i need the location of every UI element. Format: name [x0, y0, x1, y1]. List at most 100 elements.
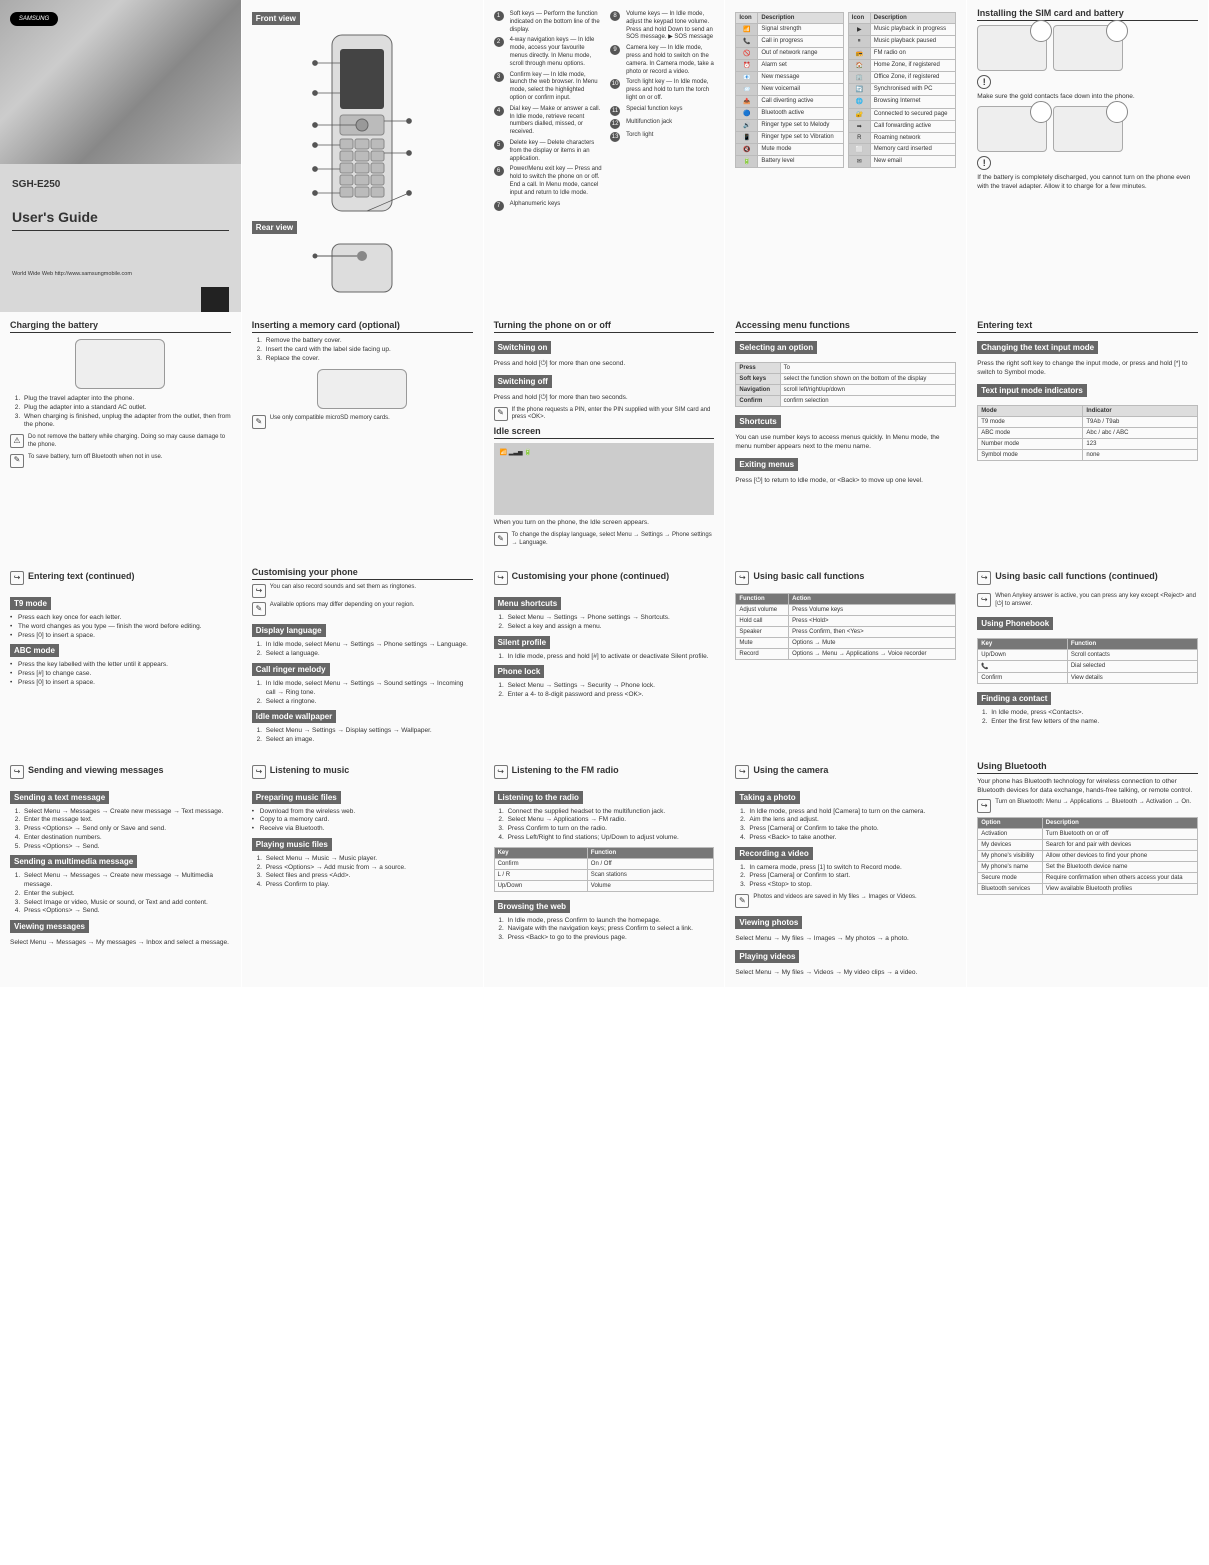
table-header: Key: [494, 847, 587, 858]
tip-icon: ↪: [977, 799, 991, 813]
table-row: Navigationscroll left/right/up/down: [736, 385, 956, 396]
table-cell: Alarm set: [758, 60, 843, 72]
status-icon-cell: ✉: [848, 155, 870, 167]
list-item: In Idle mode, press Confirm to launch th…: [506, 917, 715, 926]
hero-bottom: SGH-E250 User's Guide World Wide Web htt…: [0, 164, 242, 312]
layout-front-cell: Front view Rear view: [242, 0, 484, 312]
list-item: Press <Options> → Send.: [22, 843, 231, 852]
note-icon: ✎: [735, 894, 749, 908]
abc-list: Press the key labelled with the letter u…: [10, 661, 231, 687]
hero-cell: SAMSUNG: [0, 0, 242, 164]
brand-logo: SAMSUNG: [10, 12, 58, 26]
callout-num: 3: [494, 72, 504, 82]
lang-steps: In Idle mode, select Menu → Settings → P…: [252, 641, 473, 659]
list-item: Press <Back> to go to the previous page.: [506, 934, 715, 943]
calls-cont-title: Using basic call functions (continued): [995, 571, 1158, 585]
list-item: Select Menu → Music → Music player.: [264, 855, 473, 864]
lock-h: Phone lock: [494, 665, 545, 678]
customise-cont-title: Customising your phone (continued): [512, 571, 670, 585]
list-item: Select Menu → Settings → Security → Phon…: [506, 682, 715, 691]
list-item: Press each key once for each letter.: [10, 614, 231, 623]
list-item: Plug the travel adapter into the phone.: [22, 395, 231, 404]
list-item: In Idle mode, select Menu → Settings → P…: [264, 641, 473, 650]
status-icon-cell: ➡: [848, 120, 870, 132]
play-video-t: Select Menu → My files → Videos → My vid…: [735, 969, 956, 978]
text-entry-title: Entering text: [977, 320, 1198, 333]
table-row: MuteOptions → Mute: [736, 638, 956, 649]
callout-num: 9: [610, 45, 620, 55]
list-item: Aim the lens and adjust.: [747, 816, 956, 825]
table-cell: View available Bluetooth profiles: [1042, 884, 1197, 895]
table-row: ⏸Music playback paused: [848, 36, 955, 48]
switch-on-t: Press and hold [⏻] for more than one sec…: [494, 360, 715, 369]
table-row: ▶Music playback in progress: [848, 24, 955, 36]
list-item: Enter destination numbers.: [22, 834, 231, 843]
callout-num: 11: [610, 106, 620, 116]
table-header: Description: [758, 13, 843, 24]
callout-text: Multifunction jack: [626, 119, 672, 129]
table-cell: Call forwarding active: [870, 120, 955, 132]
table-cell: Office Zone, if registered: [870, 72, 955, 84]
table-row: 📻FM radio on: [848, 48, 955, 60]
list-item: Select Image or video, Music or sound, o…: [22, 899, 231, 908]
power-cell: Turning the phone on or off Switching on…: [484, 312, 726, 559]
tip-icon: ↪: [252, 584, 266, 598]
status-icon-cell: 🔇: [736, 144, 758, 156]
calls-title: Using basic call functions: [753, 571, 864, 585]
table-row: ActivationTurn Bluetooth on or off: [978, 829, 1198, 840]
table-cell: scroll left/right/up/down: [780, 385, 956, 396]
view-msg-t: Select Menu → Messages → My messages → I…: [10, 939, 231, 948]
table-row: 🏠Home Zone, if registered: [848, 60, 955, 72]
silent-h: Silent profile: [494, 636, 550, 649]
table-cell: L / R: [494, 869, 587, 880]
callout: 13Torch light: [610, 132, 714, 142]
callout-text: Power/Menu exit key — Press and hold to …: [510, 166, 603, 197]
callout-num: 4: [494, 106, 504, 116]
messages-title: Sending and viewing messages: [28, 765, 164, 779]
prep-music-list: Download from the wireless web.Copy to a…: [252, 808, 473, 834]
table-row: ➡Call forwarding active: [848, 120, 955, 132]
list-item: In Idle mode, press and hold [#] to acti…: [506, 653, 715, 662]
table-row: ConfirmOn / Off: [494, 858, 714, 869]
table-row: 📳Ringer type set to Vibration: [736, 132, 843, 144]
table-cell: Call diverting active: [758, 96, 843, 108]
list-item: Press Confirm to play.: [264, 881, 473, 890]
table-row: SpeakerPress Confirm, then <Yes>: [736, 627, 956, 638]
callout-num: 2: [494, 37, 504, 47]
table-cell: Synchronised with PC: [870, 84, 955, 96]
table-cell: Press: [736, 363, 780, 374]
callout: 10Torch light key — In Idle mode, press …: [610, 79, 714, 102]
callout-num: 7: [494, 201, 504, 211]
table-row: 📤Call diverting active: [736, 96, 843, 108]
switch-off-t: Press and hold [⏻] for more than two sec…: [494, 394, 715, 403]
front-view-label: Front view: [252, 12, 300, 25]
menu-keys-table: PressToSoft keysselect the function show…: [735, 362, 956, 407]
status-icon-cell: 📧: [736, 72, 758, 84]
record-video-h: Recording a video: [735, 847, 812, 860]
callout-text: Torch light key — In Idle mode, press an…: [626, 79, 714, 102]
ringer-steps: In Idle mode, select Menu → Settings → S…: [252, 680, 473, 706]
table-header: Key: [978, 638, 1068, 649]
idle-text: When you turn on the phone, the Idle scr…: [494, 519, 715, 528]
table-row: 🏢Office Zone, if registered: [848, 72, 955, 84]
text-cont-title: Entering text (continued): [28, 571, 135, 585]
table-row: 🔇Mute mode: [736, 144, 843, 156]
table-row: L / RScan stations: [494, 869, 714, 880]
status-icon-cell: 📶: [736, 24, 758, 36]
text-mode-table: ModeIndicatorT9 modeT9Ab / T9abABC modeA…: [977, 405, 1198, 461]
table-cell: Secure mode: [978, 873, 1043, 884]
table-cell: Options → Mute: [789, 638, 956, 649]
list-item: Receive via Bluetooth.: [252, 825, 473, 834]
record-video-steps: In camera mode, press [1] to switch to R…: [735, 864, 956, 890]
table-row: 🔋Battery level: [736, 156, 843, 168]
music-cell: ↪Listening to music Preparing music file…: [242, 753, 484, 988]
list-item: Enter a 4- to 8-digit password and press…: [506, 691, 715, 700]
text-cont-cell: ↪Entering text (continued) T9 mode Press…: [0, 559, 242, 752]
list-item: Plug the adapter into a standard AC outl…: [22, 404, 231, 413]
status-icon-cell: ⏰: [736, 60, 758, 72]
calls-cont-cell: ↪Using basic call functions (continued) …: [967, 559, 1209, 752]
callout: 4Dial key — Make or answer a call. In Id…: [494, 106, 603, 137]
lock-steps: Select Menu → Settings → Security → Phon…: [494, 682, 715, 700]
table-cell: Mute: [736, 638, 789, 649]
table-cell: Activation: [978, 829, 1043, 840]
